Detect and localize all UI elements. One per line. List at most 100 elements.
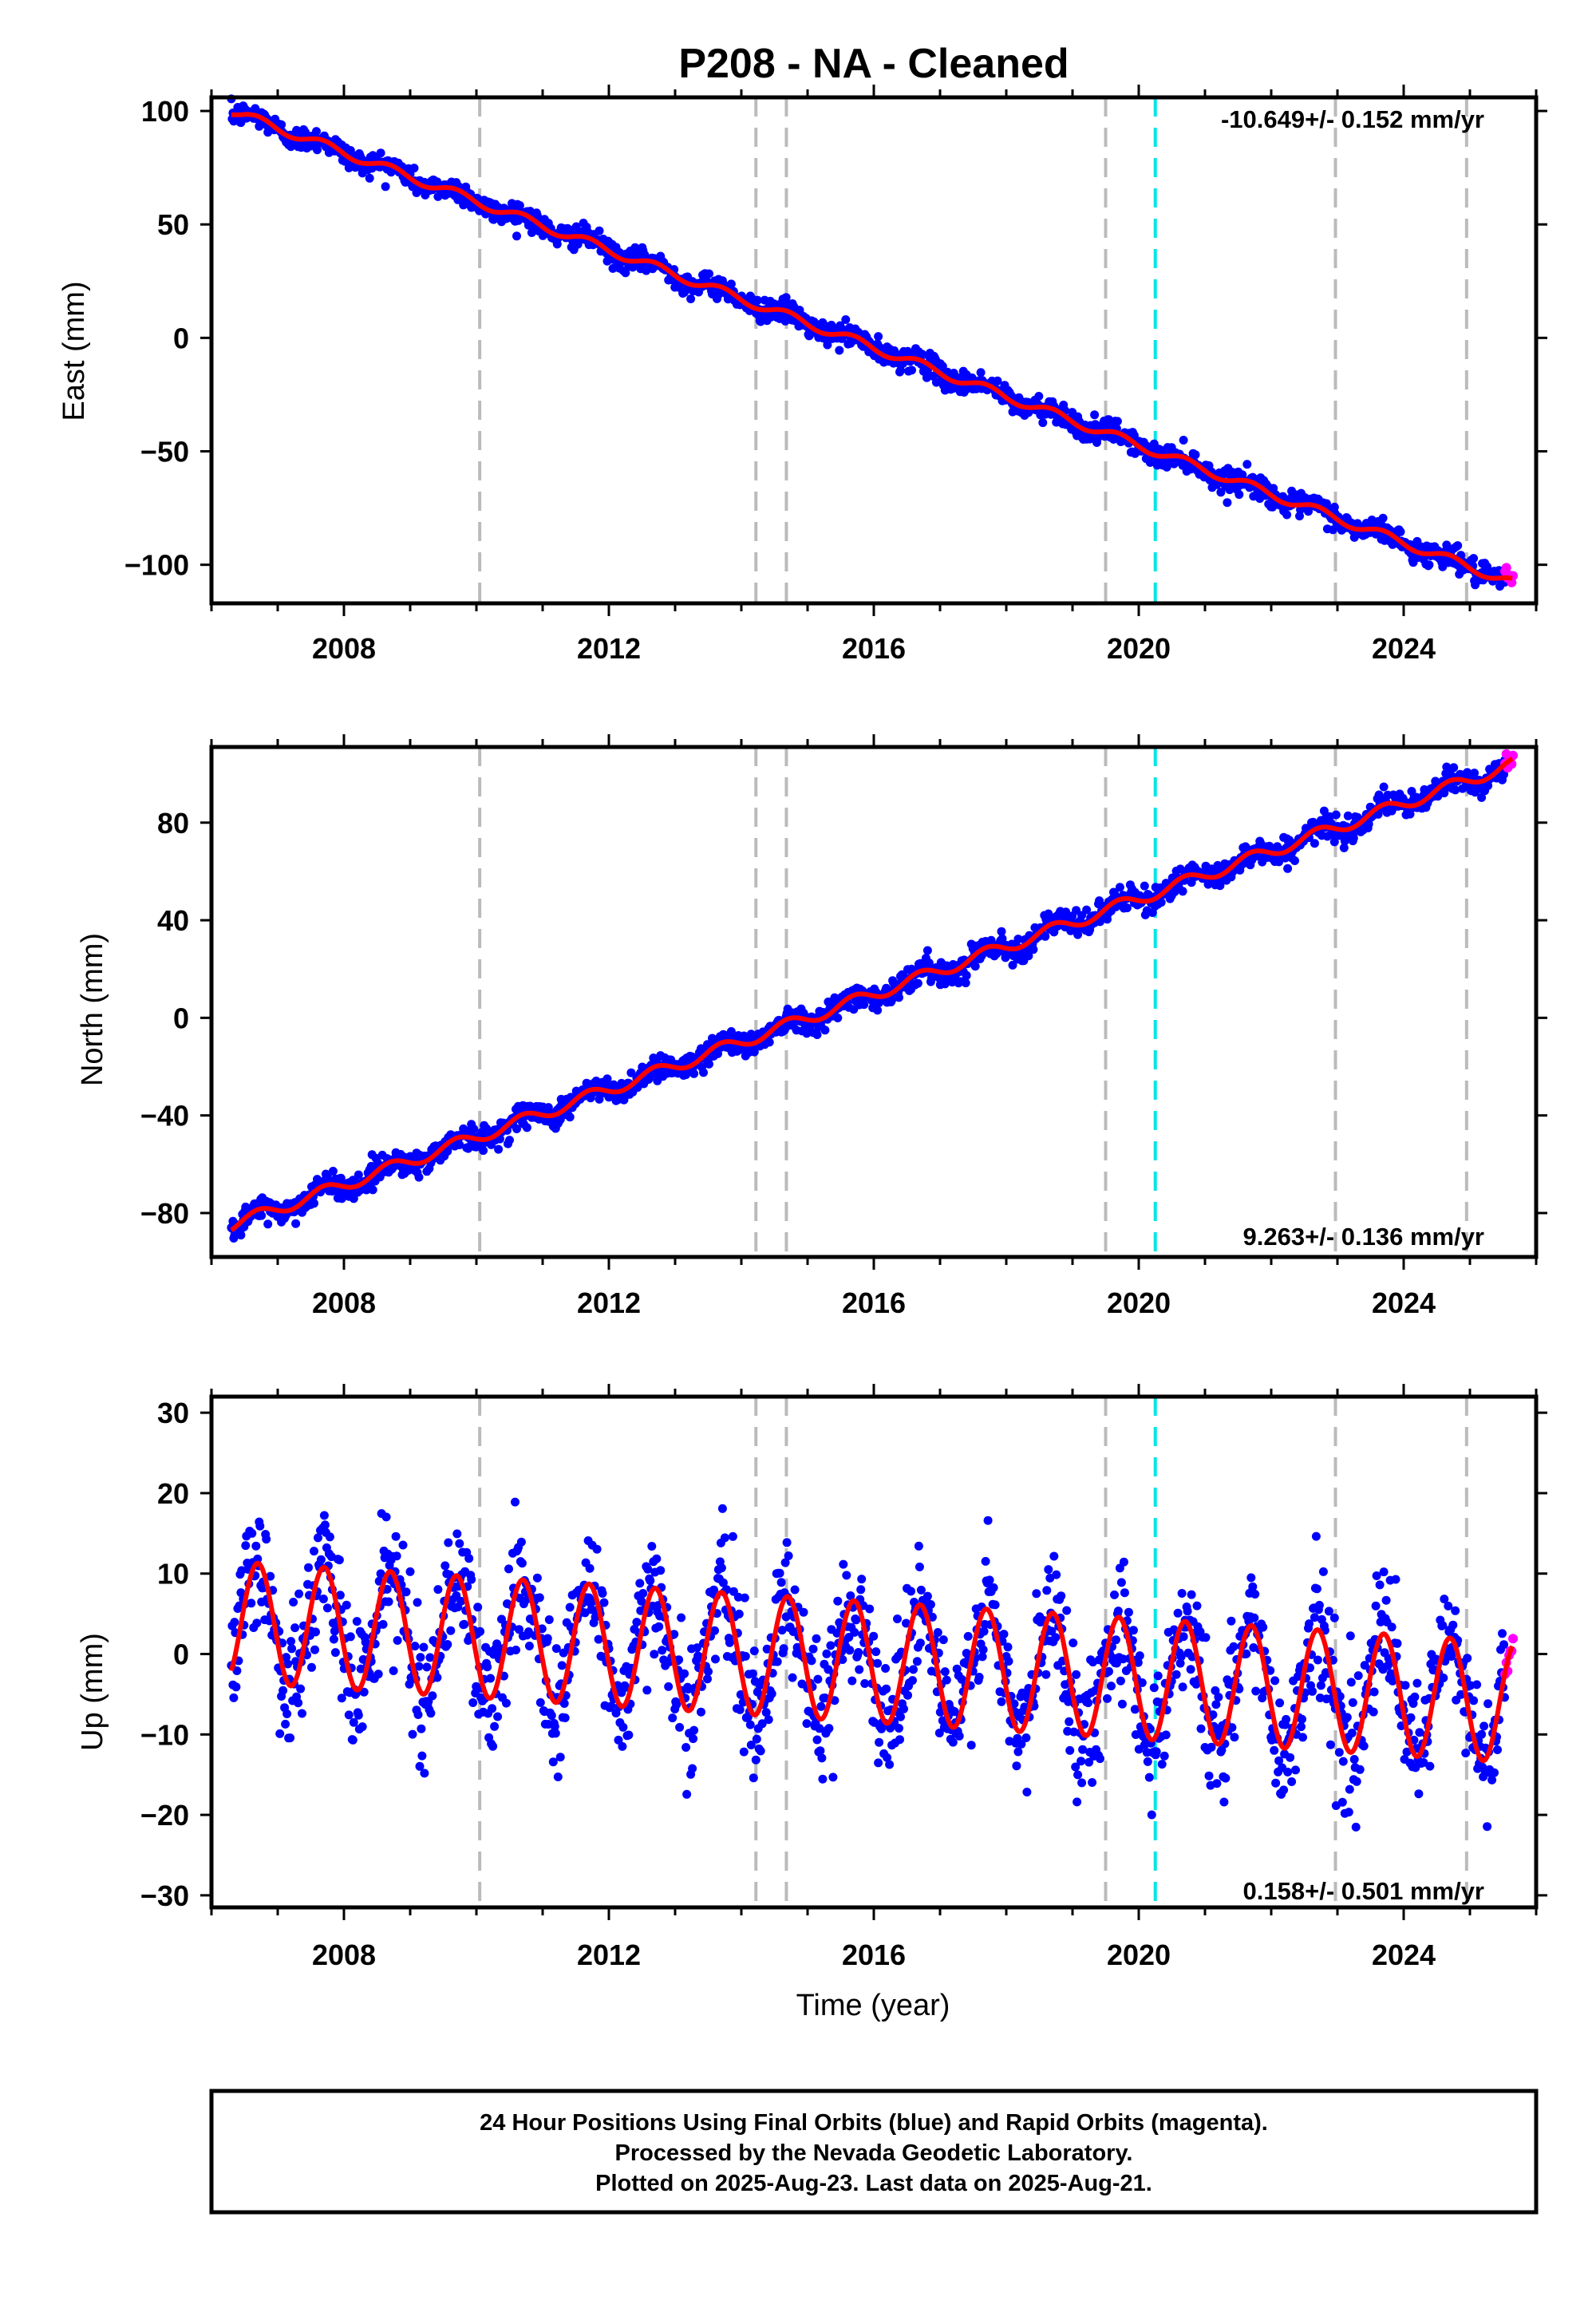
final-orbit-point: [1414, 1789, 1424, 1799]
final-orbit-point: [885, 1760, 895, 1769]
final-orbit-point: [745, 1720, 755, 1729]
final-orbit-point: [247, 1599, 256, 1608]
final-orbit-point: [1314, 1600, 1324, 1610]
final-orbit-point: [917, 350, 926, 359]
final-orbit-point: [1196, 1724, 1206, 1733]
final-orbit-point: [748, 1669, 757, 1678]
final-orbit-point: [1298, 1733, 1307, 1742]
final-orbit-point: [1187, 1590, 1196, 1599]
final-orbit-point: [1290, 856, 1299, 865]
final-orbit-point: [1297, 1722, 1306, 1732]
final-orbit-point: [389, 1666, 398, 1675]
final-orbit-point: [443, 1640, 452, 1649]
final-orbit-point: [1359, 1741, 1369, 1751]
final-orbit-point: [524, 1642, 534, 1650]
final-orbit-point: [320, 1520, 330, 1530]
final-orbit-point: [1147, 1810, 1156, 1820]
final-orbit-point: [1351, 1822, 1361, 1832]
final-orbit-point: [598, 1589, 607, 1598]
east-model-curve: [231, 112, 1513, 581]
final-orbit-point: [983, 1516, 993, 1525]
final-orbit-point: [444, 1538, 453, 1547]
final-orbit-point: [1379, 782, 1389, 792]
final-orbit-point: [1490, 1768, 1499, 1777]
final-orbit-point: [522, 1123, 531, 1132]
final-orbit-point: [1352, 1777, 1361, 1786]
final-orbit-point: [557, 1661, 567, 1670]
final-orbit-point: [822, 1649, 832, 1658]
final-orbit-point: [517, 1559, 527, 1568]
final-orbit-point: [908, 1676, 917, 1686]
final-orbit-point: [544, 1615, 554, 1624]
final-orbit-point: [368, 1185, 377, 1195]
final-orbit-point: [1348, 1697, 1357, 1707]
final-orbit-point: [376, 148, 385, 158]
final-orbit-point: [1311, 1531, 1321, 1541]
final-orbit-point: [784, 1551, 793, 1560]
final-orbit-point: [739, 1747, 749, 1757]
final-orbit-point: [325, 1532, 334, 1542]
final-orbit-point: [468, 1698, 478, 1707]
final-orbit-point: [1283, 1767, 1293, 1777]
final-orbit-point: [1346, 1678, 1356, 1687]
x-tick-label: 2012: [577, 632, 641, 665]
final-orbit-point: [933, 1628, 942, 1637]
final-orbit-point: [511, 1497, 519, 1507]
final-orbit-point: [990, 1600, 1000, 1610]
final-orbit-point: [417, 1751, 427, 1761]
y-tick-label: −40: [140, 1100, 189, 1132]
final-orbit-point: [618, 1741, 627, 1751]
final-orbit-point: [1084, 1698, 1093, 1708]
final-orbit-point: [281, 1719, 290, 1729]
final-orbit-point: [488, 1704, 497, 1713]
y-tick-label: 0: [173, 1002, 189, 1034]
final-orbit-point: [1271, 1778, 1281, 1788]
final-orbit-point: [1318, 1567, 1328, 1576]
final-orbit-point: [922, 946, 932, 955]
final-orbit-point: [420, 1769, 429, 1778]
final-orbit-point: [592, 1544, 602, 1554]
north-ylabel: North (mm): [76, 933, 109, 1086]
final-orbit-point: [1223, 498, 1232, 508]
final-orbit-point: [373, 1670, 383, 1679]
final-orbit-point: [799, 1607, 808, 1617]
final-orbit-point: [850, 1627, 859, 1637]
final-orbit-point: [348, 1735, 358, 1745]
final-orbit-point: [966, 1741, 976, 1750]
final-orbit-point: [1003, 1642, 1013, 1652]
final-orbit-point: [452, 1529, 462, 1539]
final-orbit-point: [1279, 1785, 1289, 1795]
final-orbit-point: [618, 1722, 628, 1732]
final-orbit-point: [896, 1712, 905, 1721]
final-orbit-point: [895, 993, 903, 1002]
final-orbit-point: [426, 1709, 436, 1718]
final-orbit-point: [263, 1219, 273, 1229]
final-orbit-point: [1183, 1607, 1192, 1616]
final-orbit-point: [976, 368, 986, 377]
final-orbit-point: [486, 1674, 496, 1683]
final-orbit-point: [1316, 1681, 1325, 1690]
final-orbit-point: [291, 1219, 301, 1228]
final-orbit-point: [1461, 1749, 1471, 1758]
final-orbit-point: [856, 1585, 866, 1595]
y-tick-label: 40: [157, 904, 189, 937]
final-orbit-point: [839, 1559, 848, 1569]
final-orbit-point: [1400, 1681, 1410, 1690]
final-orbit-point: [467, 1575, 476, 1584]
final-orbit-point: [1212, 1779, 1222, 1788]
final-orbit-point: [847, 1676, 857, 1686]
final-orbit-point: [632, 1618, 642, 1627]
final-orbit-point: [318, 1595, 328, 1603]
y-tick-label: −80: [140, 1197, 189, 1230]
final-orbit-point: [826, 1641, 836, 1650]
final-orbit-point: [279, 1686, 288, 1695]
final-orbit-point: [314, 1533, 322, 1543]
final-orbit-point: [1282, 1714, 1291, 1724]
final-orbit-point: [851, 1615, 861, 1625]
final-orbit-point: [1282, 510, 1292, 520]
final-orbit-point: [277, 120, 286, 129]
final-orbit-point: [464, 1554, 474, 1563]
final-orbit-point: [1396, 527, 1405, 536]
final-orbit-point: [236, 1231, 246, 1240]
